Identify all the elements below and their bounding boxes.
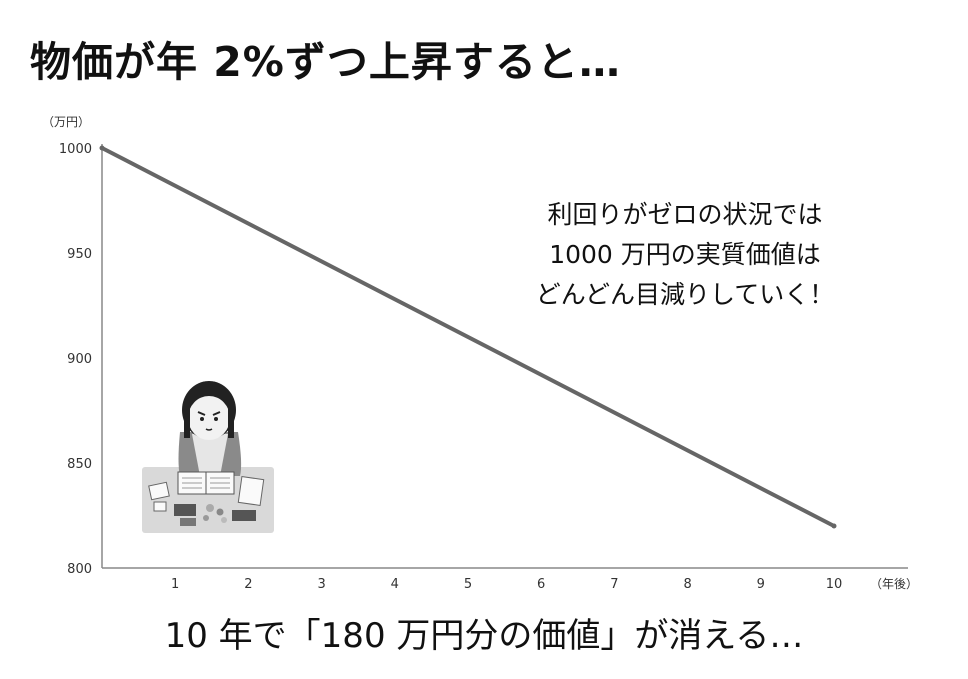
x-tick-label: 6 xyxy=(537,577,545,592)
x-tick-label: 8 xyxy=(683,577,691,592)
x-tick-label: 10 xyxy=(826,577,843,592)
x-axis-unit: （年後） xyxy=(870,577,919,591)
y-tick-label: 850 xyxy=(67,457,92,472)
y-tick-label: 900 xyxy=(67,352,92,367)
coin xyxy=(206,504,214,512)
banknote xyxy=(174,504,196,516)
chart-title: 物価が年 2%ずつ上昇すると… xyxy=(30,38,621,86)
x-tick-label: 2 xyxy=(244,577,252,592)
x-tick-label: 9 xyxy=(757,577,765,592)
x-tick-label: 3 xyxy=(317,577,325,592)
coin xyxy=(216,508,224,516)
x-tick-label: 7 xyxy=(610,577,618,592)
value-line xyxy=(100,146,836,528)
y-axis-ticks: 800 850 900 950 1000 xyxy=(59,142,92,577)
woman-apron xyxy=(192,434,228,476)
chart-annotation: 利回りがゼロの状況では 1000 万円の実質価値は どんどん目減りしていく！ xyxy=(535,200,835,309)
series-layer xyxy=(99,145,837,529)
y-tick-label: 950 xyxy=(67,247,92,262)
y-tick-label: 800 xyxy=(67,562,92,577)
woman-face xyxy=(188,396,230,440)
x-tick-label: 1 xyxy=(171,577,179,592)
y-axis-unit: （万円） xyxy=(42,115,91,129)
receipt xyxy=(237,476,265,506)
x-tick-label: 5 xyxy=(464,577,472,592)
chart-axes xyxy=(101,144,908,569)
data-point xyxy=(831,523,837,529)
x-tick-label: 4 xyxy=(391,577,399,592)
x-axis-ticks: 1 2 3 4 5 6 7 8 9 10 xyxy=(171,577,842,592)
banknote xyxy=(232,510,256,521)
receipt xyxy=(148,481,170,501)
y-tick-label: 1000 xyxy=(59,142,92,157)
chart-caption: 10 年で「180 万円分の価値」が消える… xyxy=(164,616,804,656)
coin xyxy=(221,517,227,523)
data-point xyxy=(99,145,105,151)
coin xyxy=(203,515,209,521)
woman-budgeting-illustration xyxy=(142,381,274,533)
